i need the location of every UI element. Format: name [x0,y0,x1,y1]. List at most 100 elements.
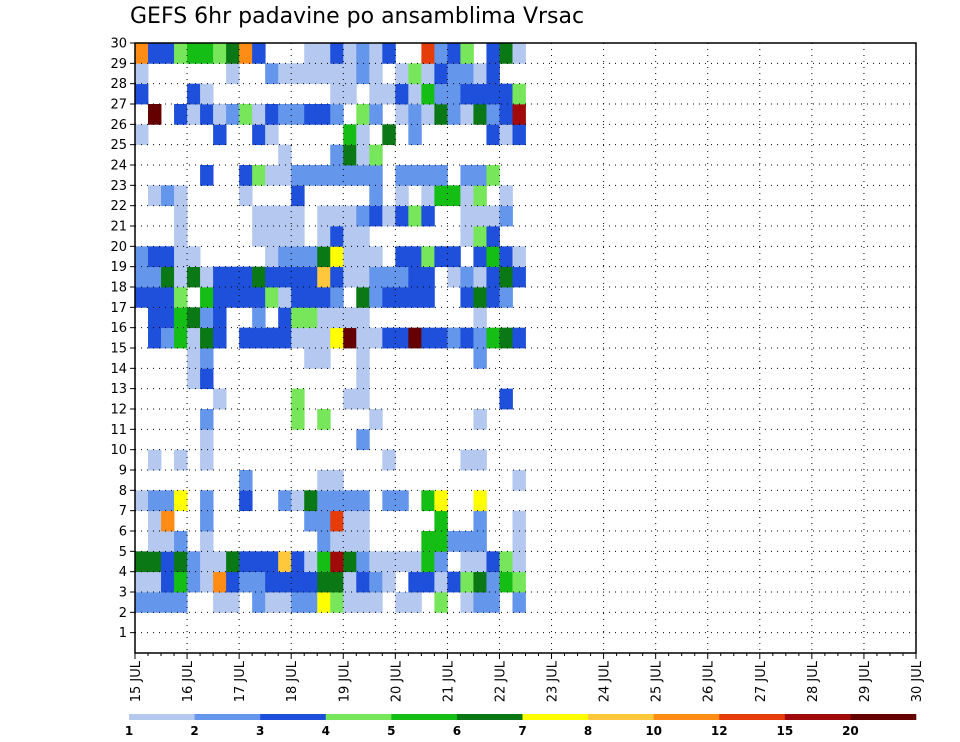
heatmap-cell [278,592,292,613]
heatmap-cell [304,165,318,186]
heatmap-cell [278,307,292,329]
heatmap-cell [343,226,357,247]
heatmap-cell [161,287,175,308]
heatmap-cell [252,571,266,593]
colorbar-swatch [129,714,195,720]
heatmap-cell [447,63,461,85]
y-tick-label: 21 [110,220,127,235]
y-tick-label: 4 [119,565,127,580]
y-tick-label: 5 [119,545,127,560]
heatmap-cell [460,43,474,64]
heatmap-cell [148,43,162,64]
heatmap-cell [252,266,266,288]
heatmap-cell [473,83,487,105]
heatmap-cell [265,327,279,349]
heatmap-cell [278,104,292,125]
heatmap-cell [434,490,448,512]
heatmap-cell [343,531,357,552]
y-tick-label: 8 [119,484,127,499]
heatmap-cell [447,246,461,268]
colorbar-swatch [653,714,720,720]
heatmap-cell [200,409,214,430]
heatmap-cell [213,287,227,308]
heatmap-cell [330,266,344,288]
heatmap-cell [135,571,149,593]
heatmap-cell [174,307,188,329]
y-tick-label: 7 [119,504,127,519]
heatmap-cell [460,165,474,186]
heatmap-cell [421,531,435,552]
heatmap-cell [512,531,526,552]
heatmap-cell [486,226,500,247]
heatmap-cell [512,470,526,491]
heatmap-cell [434,104,448,125]
heatmap-cell [369,205,383,227]
heatmap-cell [356,226,370,247]
heatmap-cell [304,490,318,512]
heatmap-cell [304,348,318,369]
heatmap-cell [304,551,318,573]
heatmap-cell [278,327,292,349]
heatmap-cell [473,287,487,308]
heatmap-cell [473,510,487,532]
heatmap-cell [135,266,149,288]
heatmap-cell [252,226,266,247]
heatmap-cell [174,490,188,512]
heatmap-cell [148,266,162,288]
y-tick-label: 22 [110,199,127,214]
heatmap-cell [486,104,500,125]
heatmap-cell [395,592,409,613]
y-tick-label: 6 [119,525,127,540]
heatmap-cell [265,266,279,288]
heatmap-cell [174,226,188,247]
heatmap-cell [200,368,214,390]
heatmap-cell [369,63,383,85]
heatmap-cell [395,266,409,288]
heatmap-cell [317,490,331,512]
heatmap-cell [278,266,292,288]
y-tick-label: 9 [119,464,127,479]
heatmap-cell [200,165,214,186]
heatmap-cell [135,83,149,105]
heatmap-cell [473,185,487,207]
heatmap-cell [317,266,331,288]
heatmap-cell [265,571,279,593]
heatmap-cell [200,266,214,288]
heatmap-cell [187,246,201,268]
heatmap-cell [473,327,487,349]
heatmap-cell [291,226,305,247]
heatmap-cell [148,551,162,573]
heatmap-cell [473,165,487,186]
heatmap-cell [330,327,344,349]
heatmap-cell [369,592,383,613]
heatmap-cell [434,592,448,613]
y-tick-label: 15 [110,342,127,357]
heatmap-cell [473,104,487,125]
heatmap-cell [408,266,422,288]
heatmap-cell [382,205,396,227]
heatmap-cell [226,551,240,573]
heatmap-cell [473,551,487,573]
heatmap-cell [421,246,435,268]
heatmap-cell [317,327,331,349]
heatmap-cell [278,490,292,512]
heatmap-cell [395,490,409,512]
heatmap-cell [200,429,214,451]
heatmap-cell [486,63,500,85]
heatmap-cell [278,144,292,166]
heatmap-cell [343,388,357,410]
colorbar-label: 15 [776,724,793,738]
heatmap-cell [395,104,409,125]
heatmap-cell [304,246,318,268]
y-tick-label: 3 [119,586,127,601]
heatmap-cell [499,246,513,268]
y-tick-label: 23 [110,179,127,194]
heatmap-cell [408,205,422,227]
heatmap-cell [213,104,227,125]
heatmap-cell [447,104,461,125]
heatmap-cell [317,571,331,593]
heatmap-cell [239,470,253,491]
heatmap-cell [291,266,305,288]
heatmap-cell [460,449,474,471]
